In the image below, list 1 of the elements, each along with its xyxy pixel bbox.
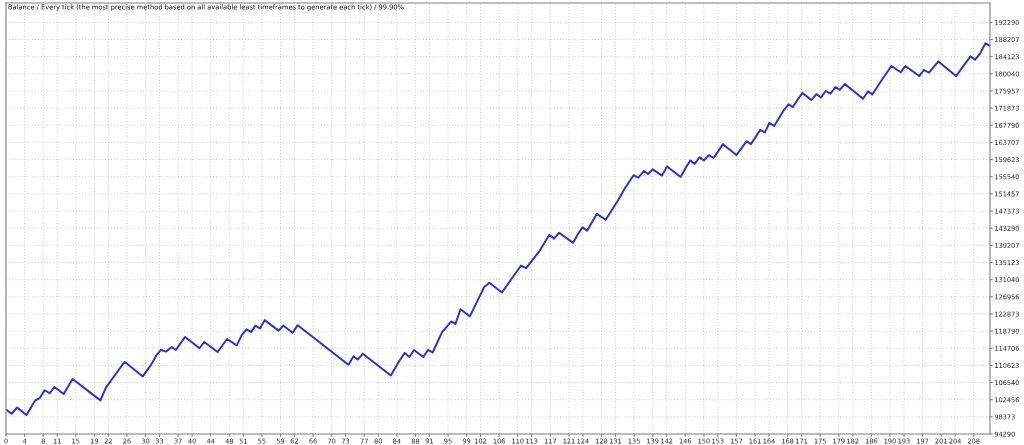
- line-series: [6, 42, 990, 417]
